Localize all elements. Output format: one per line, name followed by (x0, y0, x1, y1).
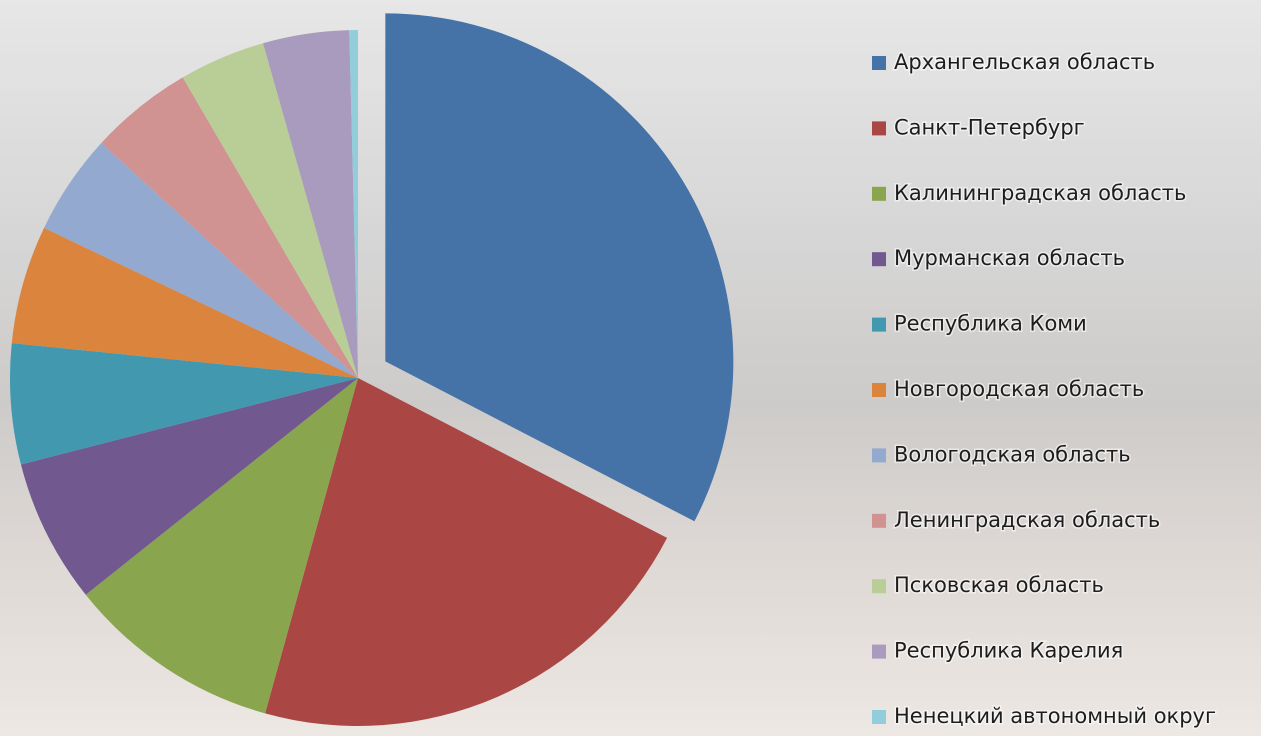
legend-label: Вологодская область (894, 442, 1131, 466)
pie-slice (85, 378, 358, 714)
pie-slice (9, 343, 358, 465)
legend-label: Новгородская область (894, 377, 1144, 401)
legend-swatch (872, 121, 886, 136)
pie-slice (263, 30, 358, 379)
legend-swatch (872, 252, 886, 267)
legend-label: Псковская область (894, 573, 1104, 597)
pie-slice (101, 77, 359, 379)
legend-swatch (872, 317, 886, 332)
legend-swatch (872, 513, 886, 528)
legend-swatch (872, 448, 886, 463)
pie-slice (11, 227, 358, 378)
legend-swatch (872, 579, 886, 594)
legend-swatch (872, 710, 886, 724)
legend-swatch (872, 56, 886, 70)
pie-slice (265, 378, 668, 726)
legend-label: Архангельская область (894, 50, 1155, 74)
pie-slice (349, 30, 358, 378)
pie-slice (44, 142, 359, 378)
legend-label: Калининградская область (894, 181, 1186, 205)
legend-label: Ненецкий автономный округ (894, 704, 1216, 728)
pie-slice (182, 43, 358, 379)
legend-label: Республика Карелия (894, 639, 1123, 663)
legend-label: Мурманская область (894, 246, 1125, 270)
legend-label: Республика Коми (894, 312, 1087, 336)
legend-label: Ленинградская область (894, 508, 1160, 532)
legend-swatch (872, 644, 886, 659)
legend-label: Санкт-Петербург (894, 115, 1085, 139)
legend-swatch (872, 383, 886, 397)
pie-slice (385, 13, 734, 522)
legend-swatch (872, 186, 886, 201)
pie-slice (20, 378, 359, 595)
